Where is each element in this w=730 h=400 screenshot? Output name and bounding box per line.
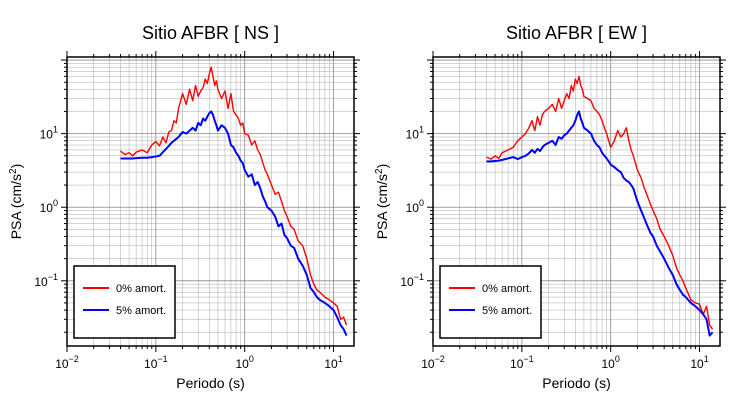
- x-tick-label: 10−1: [144, 354, 168, 371]
- chart-panel-ns: 10−2 10−1 100 101 10−1 100 101 Sitio AFBR [ NS …: [8, 23, 360, 391]
- y-tick-label: 101: [40, 125, 58, 142]
- legend-label: 5% amort.: [482, 305, 532, 317]
- legend-label: 5% amort.: [116, 305, 166, 317]
- plot-frame: [432, 56, 721, 347]
- legend: 0% amort. 5% amort.: [439, 265, 542, 339]
- series-line-amort-5: [120, 110, 348, 337]
- y-tick-label: 10−1: [34, 272, 58, 289]
- legend-box: [439, 265, 542, 339]
- chart-title: Sitio AFBR [ EW ]: [506, 23, 647, 43]
- legend-label: 0% amort.: [482, 283, 532, 295]
- x-tick-label: 10−2: [55, 354, 79, 371]
- series-line-amort-0: [486, 75, 714, 330]
- x-tick-label: 10−1: [510, 354, 534, 371]
- legend-box: [73, 265, 176, 339]
- x-tick-label: 100: [235, 354, 253, 371]
- series-line-amort-0: [120, 66, 348, 326]
- x-axis-label: Periodo (s): [176, 375, 244, 391]
- x-tick-label: 100: [601, 354, 619, 371]
- legend-label: 0% amort.: [116, 283, 166, 295]
- series-line-amort-5: [486, 110, 714, 337]
- chart-title: Sitio AFBR [ NS ]: [142, 23, 279, 43]
- y-tick-label: 100: [40, 198, 58, 215]
- x-tick-label: 10−2: [421, 354, 445, 371]
- x-tick-label: 101: [690, 354, 708, 371]
- chart-panel-ew: 10−2 10−1 100 101 10−1 100 101 Sitio AFBR [ EW …: [374, 23, 726, 391]
- y-tick-label: 101: [406, 125, 424, 142]
- x-tick-label: 101: [324, 354, 342, 371]
- legend: 0% amort. 5% amort.: [73, 265, 176, 339]
- y-tick-label: 100: [406, 198, 424, 215]
- y-axis-label: PSA (cm/s2): [8, 164, 24, 240]
- x-axis-label: Periodo (s): [542, 375, 610, 391]
- y-tick-label: 10−1: [400, 272, 424, 289]
- y-axis-label: PSA (cm/s2): [374, 164, 390, 240]
- plot-frame: [66, 56, 355, 347]
